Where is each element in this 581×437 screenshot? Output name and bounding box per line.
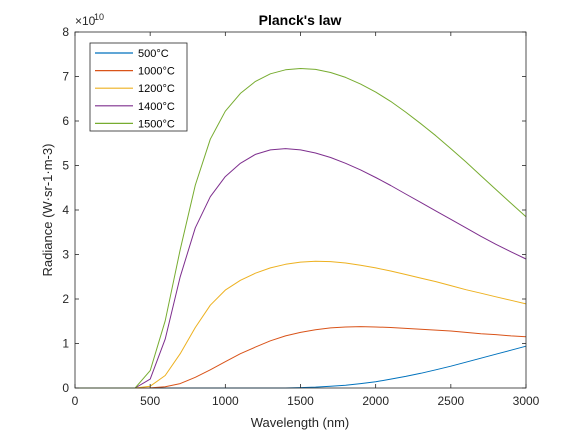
x-tick-label: 2500: [437, 394, 464, 408]
legend-label-3: 1400°C: [138, 101, 175, 113]
x-tick-label: 2000: [362, 394, 389, 408]
x-tick-label: 3000: [513, 394, 540, 408]
x-tick-label: 500: [140, 394, 160, 408]
legend-label-4: 1500°C: [138, 118, 175, 130]
y-exponent-base: ×10: [75, 14, 96, 28]
y-tick-label: 7: [62, 70, 69, 84]
series-line-3: [75, 148, 527, 389]
y-tick-label: 4: [62, 203, 69, 217]
y-tick-label: 3: [62, 248, 69, 262]
y-tick-label: 0: [62, 381, 69, 395]
x-tick-label: 1000: [212, 394, 239, 408]
legend-label-1: 1000°C: [138, 66, 175, 78]
y-axis-label: Radiance (W·sr-1·m-3): [40, 144, 55, 277]
x-tick-label: 1500: [287, 394, 314, 408]
x-axis-label: Wavelength (nm): [251, 415, 350, 430]
series-line-4: [75, 68, 527, 389]
legend: 500°C 1000°C 1200°C 1400°C 1500°C: [89, 42, 188, 132]
y-exponent-power: 10: [94, 12, 104, 22]
chart-title: Planck's law: [259, 12, 342, 28]
y-tick-label: 6: [62, 114, 69, 128]
legend-label-0: 500°C: [138, 48, 169, 60]
y-tick-label: 8: [62, 25, 69, 39]
y-tick-label: 1: [62, 337, 69, 351]
legend-label-2: 1200°C: [138, 83, 175, 95]
x-tick-label: 0: [72, 394, 79, 408]
y-tick-label: 2: [62, 292, 69, 306]
ticks-layer: 0 500 1000 1500 2000 2500 3000 0 1 2 3 4 5 6 7 8: [62, 25, 539, 408]
legend-box: [89, 42, 188, 132]
y-tick-label: 5: [62, 159, 69, 173]
